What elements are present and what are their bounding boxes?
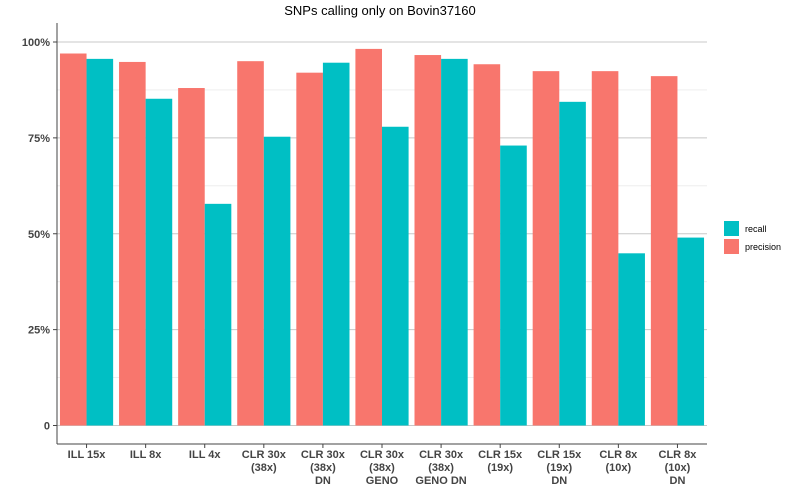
bar-recall xyxy=(204,203,232,426)
bar-precision xyxy=(296,72,323,426)
bar-precision xyxy=(473,64,501,426)
bar-recall xyxy=(677,237,705,426)
legend-label-recall: recall xyxy=(745,224,767,234)
x-tick-label: (10x) xyxy=(606,462,632,474)
x-tick-label: DN xyxy=(551,475,567,487)
x-tick-label: ILL 8x xyxy=(130,449,162,461)
x-tick-label: ILL 15x xyxy=(68,449,107,461)
x-axis-ticks: ILL 15x ILL 8x ILL 4x CLR 30x(38x)CLR 30x(3… xyxy=(68,444,698,487)
y-tick-label: 50% xyxy=(28,229,50,241)
bar-recall xyxy=(441,58,468,426)
bar-recall xyxy=(263,136,291,426)
bars xyxy=(59,48,705,426)
x-tick-label: GENO DN xyxy=(415,475,466,487)
x-tick-label: CLR 15x xyxy=(478,449,523,461)
bar-precision xyxy=(532,71,560,426)
y-tick-label: 25% xyxy=(28,325,50,337)
bar-recall xyxy=(322,62,350,426)
bar-precision xyxy=(414,55,442,426)
x-tick-label: (19x) xyxy=(546,462,572,474)
x-tick-label: CLR 30x xyxy=(360,449,405,461)
x-tick-label: (10x) xyxy=(665,462,691,474)
legend: recall precision xyxy=(724,221,781,254)
x-tick-label: CLR 30x xyxy=(419,449,464,461)
x-tick-label: DN xyxy=(315,475,331,487)
x-tick-label: CLR 8x xyxy=(659,449,698,461)
bar-precision xyxy=(178,88,205,426)
x-tick-label: CLR 15x xyxy=(537,449,582,461)
x-tick-label: (19x) xyxy=(487,462,513,474)
x-tick-label: (38x) xyxy=(428,462,454,474)
bar-precision xyxy=(237,61,264,426)
y-axis-ticks: 0 25% 50% 75% 100% xyxy=(22,37,57,433)
x-tick-label: (38x) xyxy=(310,462,336,474)
bar-recall xyxy=(618,253,645,426)
bar-precision xyxy=(355,48,382,426)
x-tick-label: (38x) xyxy=(251,462,277,474)
x-tick-label: DN xyxy=(670,475,686,487)
bar-recall xyxy=(145,98,173,426)
legend-label-precision: precision xyxy=(745,242,781,252)
x-tick-label: (38x) xyxy=(369,462,395,474)
chart-title: SNPs calling only on Bovin37160 xyxy=(284,3,476,18)
y-tick-label: 75% xyxy=(28,133,50,145)
bar-recall xyxy=(500,145,527,426)
bar-recall xyxy=(382,126,409,426)
y-tick-label: 100% xyxy=(22,37,50,49)
legend-swatch-precision xyxy=(724,239,739,254)
x-tick-label: CLR 8x xyxy=(599,449,638,461)
x-tick-label: ILL 4x xyxy=(189,449,221,461)
bar-precision xyxy=(119,61,146,426)
legend-swatch-recall xyxy=(724,221,739,236)
x-tick-label: CLR 30x xyxy=(301,449,346,461)
bar-precision xyxy=(650,76,678,426)
bar-recall xyxy=(559,101,586,426)
bar-precision xyxy=(591,71,619,426)
bar-precision xyxy=(59,53,87,426)
y-tick-label: 0 xyxy=(44,421,50,433)
x-tick-label: GENO xyxy=(366,475,399,487)
x-tick-label: CLR 30x xyxy=(242,449,287,461)
bar-recall xyxy=(86,58,114,426)
